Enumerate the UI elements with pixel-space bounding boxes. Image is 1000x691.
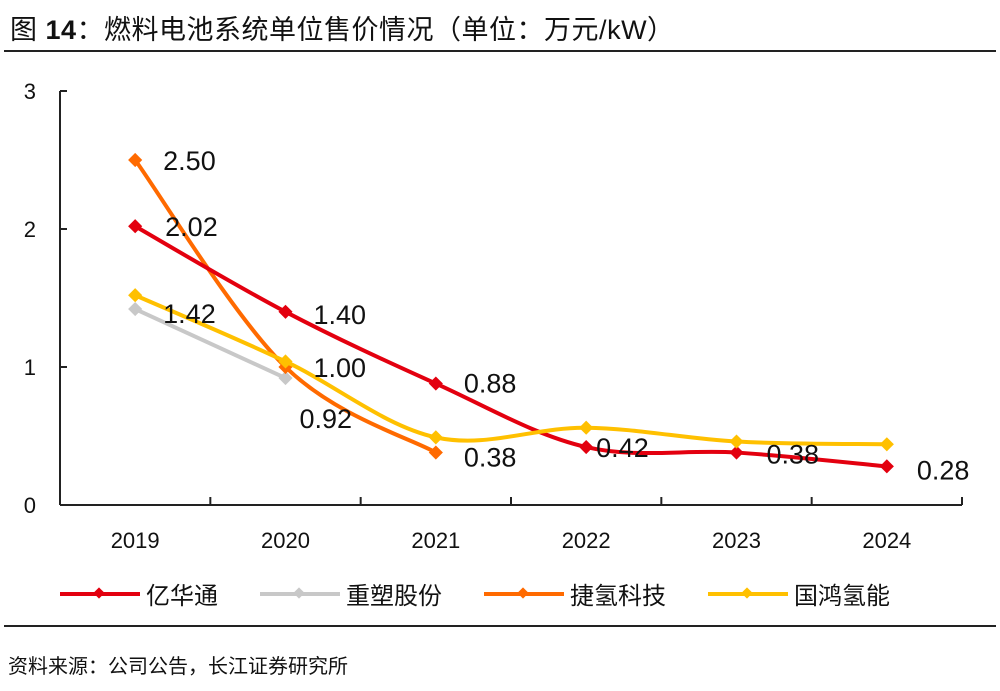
top-divider	[4, 50, 996, 52]
bottom-divider	[4, 625, 996, 627]
data-label: 1.40	[314, 300, 367, 330]
legend-swatch-icon	[484, 586, 564, 601]
legend-label: 重塑股份	[346, 583, 442, 610]
series-line	[133, 307, 288, 381]
data-point-marker	[278, 304, 293, 319]
data-point-marker	[879, 459, 894, 474]
y-tick-label: 0	[24, 493, 36, 518]
data-point-marker	[729, 434, 744, 449]
legend-swatch-icon	[260, 586, 340, 601]
x-tick-label: 2020	[261, 528, 310, 553]
data-point-marker	[278, 354, 293, 369]
series-lines	[128, 152, 894, 474]
x-tick-label: 2023	[712, 528, 761, 553]
data-point-marker	[428, 430, 443, 445]
legend-item: 捷氢科技	[484, 576, 666, 611]
data-label: 0.92	[300, 404, 353, 434]
data-point-marker	[128, 301, 143, 317]
figure-title-text: ：燃料电池系统单位售价情况（单位：万元/kW）	[76, 15, 675, 45]
series-1	[128, 219, 894, 474]
y-tick-label: 3	[24, 79, 36, 104]
legend-swatch-icon	[708, 586, 788, 601]
data-label: 0.38	[464, 443, 517, 473]
data-point-marker	[879, 437, 894, 452]
data-label: 0.28	[917, 455, 970, 485]
x-tick-label: 2024	[862, 528, 911, 553]
data-label: 1.00	[314, 353, 367, 383]
data-point-marker	[428, 445, 443, 460]
data-label: 0.42	[596, 433, 649, 463]
line-chart: 0 1 2 3 2019 2020 2021 2022 2023 2024 2.02 1.40 0.8…	[24, 79, 970, 553]
y-tick-label: 1	[24, 355, 36, 380]
data-point-marker	[128, 219, 143, 234]
legend: 亿华通 重塑股份 捷氢科技 国鸿氢能	[60, 576, 932, 611]
chart-title: 图 14：燃料电池系统单位售价情况（单位：万元/kW）	[10, 8, 675, 47]
data-label: 2.50	[163, 146, 216, 176]
series-2	[128, 301, 293, 386]
y-tick-label: 2	[24, 217, 36, 242]
data-labels: 2.02 1.40 0.88 0.42 0.38 0.28 1.42 0.92 2.50 1.00…	[163, 146, 969, 485]
data-point-marker	[128, 152, 143, 168]
x-tick-label: 2019	[111, 528, 160, 553]
figure-number: 14	[45, 15, 77, 45]
data-point-marker	[729, 445, 744, 460]
x-tick-label: 2022	[562, 528, 611, 553]
legend-swatch-icon	[60, 586, 140, 601]
legend-label: 亿华通	[146, 583, 218, 610]
legend-item: 亿华通	[60, 576, 218, 611]
legend-label: 国鸿氢能	[794, 583, 890, 610]
x-tick-label: 2021	[411, 528, 460, 553]
source-note: 资料来源：公司公告，长江证券研究所	[8, 656, 348, 678]
data-point-marker	[579, 420, 594, 435]
figure-label: 图	[10, 15, 38, 45]
legend-item: 重塑股份	[260, 576, 442, 611]
legend-item: 国鸿氢能	[708, 576, 890, 611]
series-line	[133, 224, 889, 469]
series-line	[133, 293, 889, 447]
data-label: 1.42	[163, 299, 216, 329]
data-label: 2.02	[165, 212, 218, 242]
axes: 0 1 2 3 2019 2020 2021 2022 2023 2024	[24, 79, 963, 553]
data-point-marker	[579, 439, 594, 455]
data-point-marker	[428, 376, 443, 391]
data-label: 0.38	[767, 440, 820, 470]
data-label: 0.88	[464, 369, 517, 399]
series-4	[128, 288, 894, 452]
data-point-marker	[278, 370, 293, 386]
legend-label: 捷氢科技	[570, 583, 666, 610]
data-point-marker	[128, 288, 143, 303]
